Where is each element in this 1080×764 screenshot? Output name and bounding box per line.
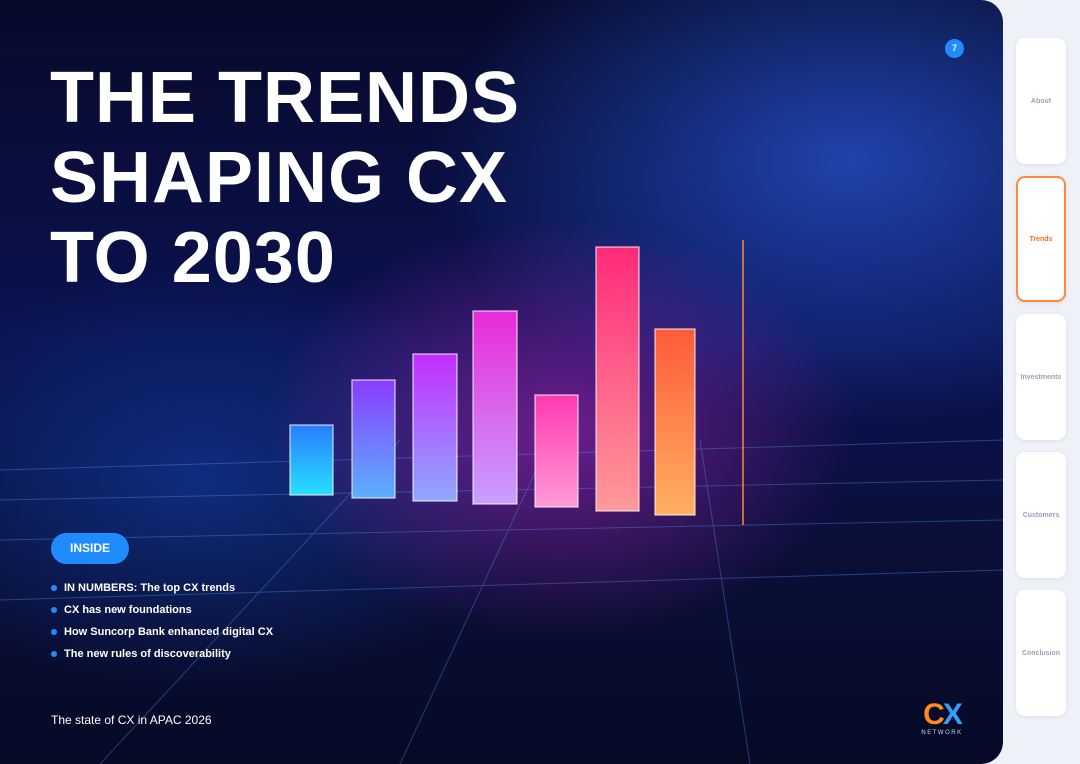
nav-tab[interactable]: About xyxy=(1016,38,1066,164)
title-line: TO 2030 xyxy=(50,218,336,298)
cover: THE TRENDS SHAPING CX TO 2030 7 INSIDE I… xyxy=(0,0,1003,764)
nav-tab[interactable]: Conclusion xyxy=(1016,590,1066,716)
inside-list: IN NUMBERS: The top CX trends CX has new … xyxy=(51,580,273,668)
title-line: SHAPING CX xyxy=(50,138,509,218)
logo-mark: CX xyxy=(918,700,966,730)
tab-nav: About Trends Investments Customers Conclusio… xyxy=(1016,38,1066,728)
nav-tab[interactable]: Trends xyxy=(1016,176,1066,302)
logo-subtitle: NETWORK xyxy=(921,730,963,736)
title-line: THE TRENDS xyxy=(50,58,521,138)
nav-tab[interactable]: Investments xyxy=(1016,314,1066,440)
inside-item: CX has new foundations xyxy=(51,602,273,624)
inside-item: How Suncorp Bank enhanced digital CX xyxy=(51,624,273,646)
decorative-illustration xyxy=(0,240,1003,764)
inside-item: The new rules of discoverability xyxy=(51,646,273,668)
page-number: 7 xyxy=(945,39,964,58)
inside-item: IN NUMBERS: The top CX trends xyxy=(51,580,273,602)
logo-letters: C xyxy=(923,698,945,731)
nav-tab[interactable]: Customers xyxy=(1016,452,1066,578)
footer-text: The state of CX in APAC 2026 xyxy=(51,713,212,727)
logo: CX NETWORK xyxy=(918,700,966,737)
logo-accent: X xyxy=(942,698,963,731)
inside-badge: INSIDE xyxy=(51,533,129,564)
